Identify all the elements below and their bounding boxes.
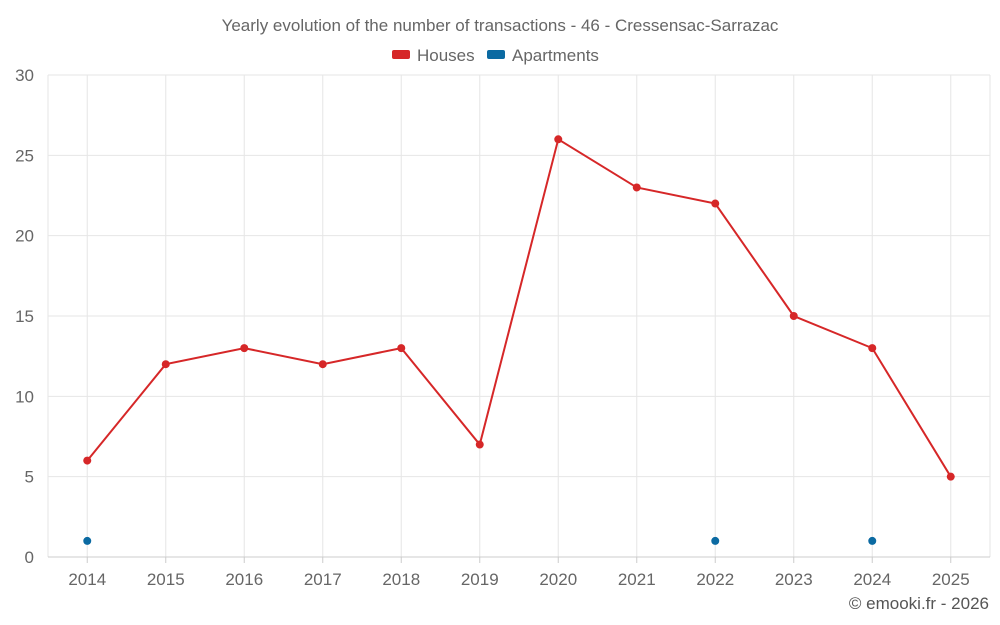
y-tick-label: 30	[15, 66, 34, 85]
data-point-apartments-2024[interactable]	[868, 536, 877, 545]
axis-layer	[48, 556, 990, 563]
data-point-houses-2023[interactable]	[789, 312, 798, 320]
data-point-houses-2019[interactable]	[475, 440, 484, 449]
x-tick-label: 2016	[225, 570, 263, 589]
data-point-houses-2015[interactable]	[161, 360, 170, 369]
data-point-houses-2021[interactable]	[632, 183, 641, 192]
footer-credit: © emooki.fr - 2026	[849, 594, 989, 613]
x-tick-label: 2014	[68, 570, 106, 589]
data-point-houses-2018[interactable]	[397, 344, 406, 353]
data-point-apartments-2022[interactable]	[711, 536, 720, 545]
x-tick-label: 2021	[618, 570, 656, 589]
legend-label-apartments: Apartments	[512, 46, 599, 65]
data-point-houses-2022[interactable]	[711, 199, 720, 208]
chart-title: Yearly evolution of the number of transa…	[222, 16, 779, 35]
x-tick-label: 2024	[853, 570, 891, 589]
data-point-houses-2017[interactable]	[318, 360, 327, 369]
data-point-houses-2024[interactable]	[868, 344, 877, 353]
data-point-apartments-2014[interactable]	[83, 536, 92, 545]
grid-layer	[47, 74, 991, 558]
data-point-houses-2025[interactable]	[946, 472, 955, 481]
x-tick-label: 2020	[539, 570, 577, 589]
x-tick-label: 2018	[382, 570, 420, 589]
y-tick-label: 25	[15, 146, 34, 165]
x-tick-label: 2015	[147, 570, 185, 589]
legend: Houses Apartments	[392, 46, 599, 65]
data-point-houses-2016[interactable]	[240, 344, 249, 353]
series-apartments	[83, 536, 877, 545]
y-tick-label: 15	[15, 307, 34, 326]
x-tick-label: 2023	[775, 570, 813, 589]
legend-swatch-apartments	[487, 50, 505, 59]
data-point-houses-2020[interactable]	[554, 135, 563, 144]
legend-item-apartments[interactable]: Apartments	[487, 46, 599, 65]
legend-label-houses: Houses	[417, 46, 475, 65]
x-tick-label: 2025	[932, 570, 970, 589]
y-tick-label: 0	[25, 548, 34, 567]
series-line-houses	[86, 137, 952, 478]
y-tick-label: 10	[15, 387, 34, 406]
data-point-houses-2014[interactable]	[83, 456, 92, 465]
y-tick-label: 20	[15, 227, 34, 246]
y-tick-label: 5	[25, 468, 34, 487]
x-tick-label: 2022	[696, 570, 734, 589]
legend-item-houses[interactable]: Houses	[392, 46, 475, 65]
x-tick-label: 2017	[304, 570, 342, 589]
legend-swatch-houses	[392, 50, 410, 59]
series-layer	[83, 135, 955, 545]
x-tick-label: 2019	[461, 570, 499, 589]
series-houses	[83, 135, 955, 481]
